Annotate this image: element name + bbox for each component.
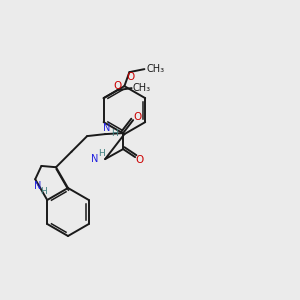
- Text: CH₃: CH₃: [133, 83, 151, 93]
- Text: O: O: [133, 112, 141, 122]
- Text: N: N: [34, 181, 41, 191]
- Text: N: N: [103, 123, 111, 133]
- Text: O: O: [135, 155, 143, 165]
- Text: CH₃: CH₃: [146, 64, 164, 74]
- Text: H: H: [40, 187, 46, 196]
- Text: O: O: [126, 72, 134, 82]
- Text: H: H: [98, 148, 104, 158]
- Text: N: N: [92, 154, 99, 164]
- Text: O: O: [113, 81, 122, 91]
- Text: H: H: [111, 129, 118, 138]
